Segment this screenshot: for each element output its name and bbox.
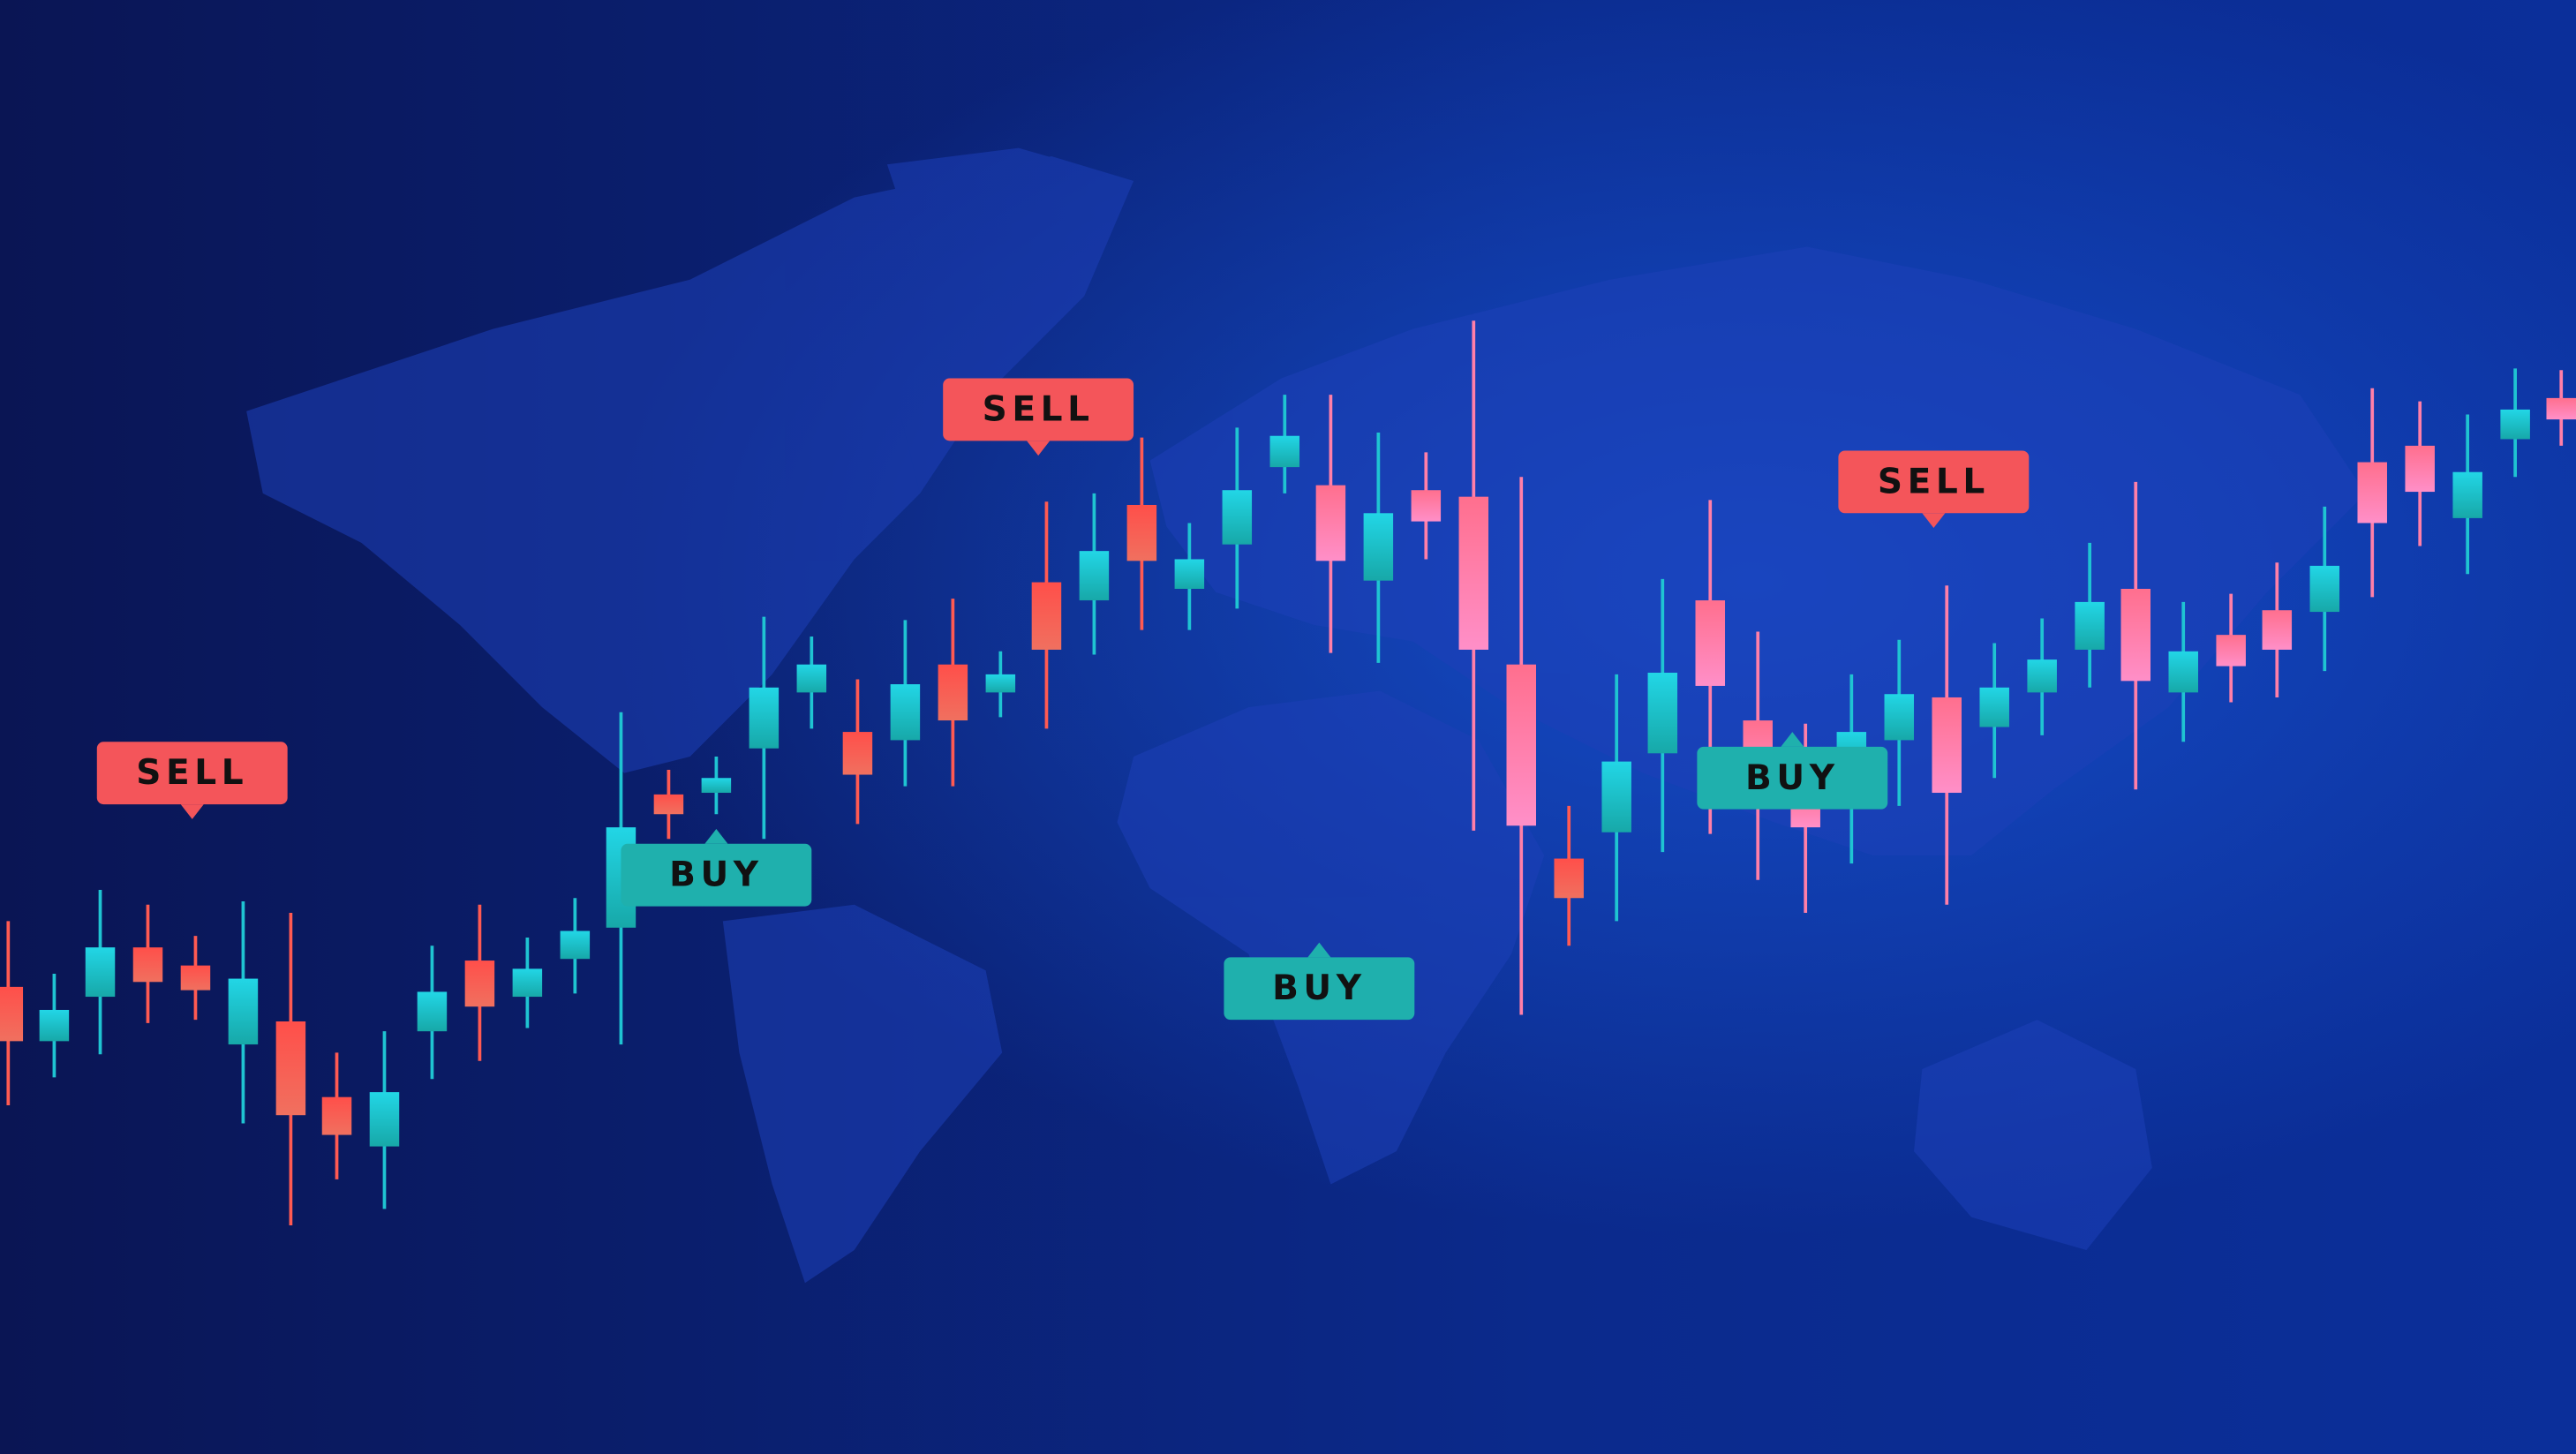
candle-body: [1315, 485, 1346, 561]
candle-body: [653, 794, 684, 815]
candle-body: [2405, 445, 2435, 493]
australia: [1914, 1020, 2152, 1250]
candle-body: [1363, 513, 1394, 581]
candle-body: [1647, 673, 1678, 754]
candle-body: [560, 930, 591, 960]
signal-labels: SELL SELL SELL BUY BUY BUY: [96, 378, 2030, 1021]
candle-body: [1222, 490, 1253, 545]
candle-body: [417, 991, 448, 1032]
candle-body: [985, 674, 1016, 693]
candle-body: [1506, 664, 1537, 826]
sell-label: SELL: [96, 742, 288, 819]
candle-body: [1554, 858, 1584, 899]
buy-label: BUY: [621, 829, 812, 907]
sell-label-text: SELL: [983, 389, 1095, 429]
tag-box: [1838, 450, 2030, 514]
buy-label-text: BUY: [1745, 758, 1840, 798]
tag-pointer: [1781, 732, 1804, 747]
candle-body: [0, 986, 24, 1042]
candle-body: [1979, 687, 2009, 727]
candle-body: [2357, 462, 2387, 524]
candle-body: [1458, 496, 1489, 650]
candle-body: [1932, 697, 1962, 794]
candle-body: [2120, 588, 2151, 682]
candle-body: [1411, 490, 1442, 522]
tag-box: [943, 378, 1134, 441]
sell-label: SELL: [943, 378, 1134, 456]
sell-label-text: SELL: [1878, 462, 1990, 501]
candle-body: [1031, 582, 1062, 650]
sell-label-text: SELL: [136, 753, 248, 793]
tag-pointer: [704, 829, 728, 844]
tag-pointer: [1307, 942, 1331, 958]
candle-body: [1269, 435, 1300, 468]
candle-body: [321, 1096, 352, 1135]
candle-body: [2168, 651, 2198, 693]
buy-label: BUY: [1697, 732, 1888, 810]
tag-box: [1697, 746, 1888, 810]
africa: [1117, 690, 1545, 1185]
tag-pointer: [180, 804, 204, 819]
candle-body: [180, 965, 211, 991]
candle-body: [1079, 551, 1110, 601]
tag-box: [621, 843, 812, 907]
candle-body: [85, 947, 116, 998]
tag-box: [1224, 957, 1415, 1021]
candle-body: [2075, 601, 2105, 650]
candlesticks: [0, 320, 2576, 1226]
buy-label: BUY: [1224, 942, 1415, 1021]
eurasia: [1149, 246, 2366, 855]
candle-body: [890, 684, 921, 741]
candle-body: [796, 664, 827, 693]
tag-pointer: [1027, 441, 1051, 456]
candle-body: [1695, 600, 1726, 686]
candle-body: [2452, 471, 2482, 518]
sell-label: SELL: [1838, 450, 2030, 529]
candle-body: [1884, 694, 1915, 741]
candle-body: [842, 732, 873, 775]
candle-body: [701, 778, 732, 794]
candle-body: [1174, 559, 1205, 589]
world-map: [246, 147, 2366, 1284]
candle-body: [2027, 659, 2057, 693]
candle-body: [2309, 565, 2340, 613]
tag-box: [96, 742, 288, 805]
candle-body: [464, 961, 495, 1007]
candle-body: [749, 687, 780, 749]
candle-body: [2216, 635, 2246, 667]
candle-body: [2262, 610, 2293, 650]
candle-body: [2500, 409, 2530, 440]
candle-body: [938, 664, 968, 721]
candle-body: [132, 947, 163, 983]
candle-body: [1126, 504, 1157, 561]
south-america: [722, 904, 1003, 1284]
candle-body: [369, 1092, 400, 1147]
candle-body: [39, 1009, 70, 1042]
candle-body: [228, 978, 259, 1045]
candle-body: [2546, 397, 2576, 420]
buy-label-text: BUY: [1272, 968, 1367, 1008]
candle-body: [275, 1021, 306, 1116]
candle-body: [1601, 761, 1631, 832]
buy-label-text: BUY: [669, 855, 764, 895]
tag-pointer: [1922, 513, 1946, 529]
candle-body: [512, 968, 543, 998]
